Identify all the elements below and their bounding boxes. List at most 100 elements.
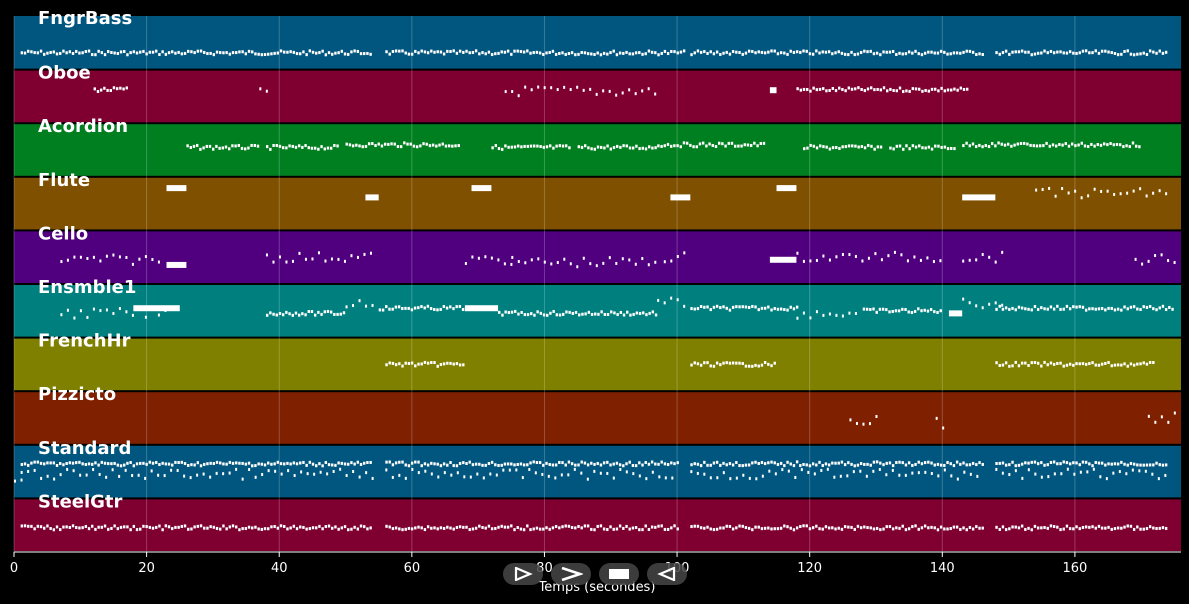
note <box>390 142 393 146</box>
note <box>222 462 225 466</box>
note <box>638 51 641 55</box>
note <box>183 462 187 466</box>
note <box>254 52 257 56</box>
note <box>701 141 705 145</box>
note <box>170 468 173 472</box>
note <box>1094 307 1097 311</box>
note <box>1106 143 1109 147</box>
note <box>417 51 420 55</box>
note <box>728 361 732 365</box>
note <box>112 311 115 315</box>
note <box>756 144 759 148</box>
note <box>789 462 792 466</box>
note <box>171 50 174 54</box>
x-tick-label: 140 <box>930 561 955 576</box>
note <box>247 525 251 529</box>
note <box>725 463 728 467</box>
note <box>556 261 559 265</box>
note <box>995 307 998 311</box>
note <box>272 143 275 147</box>
note <box>657 53 660 57</box>
note <box>573 467 576 471</box>
note <box>1040 51 1043 55</box>
note <box>371 142 374 146</box>
note <box>1158 306 1161 310</box>
note <box>414 364 417 368</box>
note <box>998 304 1001 308</box>
note <box>757 50 760 54</box>
note <box>414 460 417 464</box>
note <box>879 53 882 57</box>
note <box>574 53 577 57</box>
note <box>410 461 414 465</box>
note-block <box>769 256 797 263</box>
note <box>456 471 459 475</box>
note <box>407 464 411 468</box>
note <box>523 313 527 317</box>
note <box>606 460 609 464</box>
note <box>1058 143 1061 147</box>
note <box>760 306 764 310</box>
note-marks <box>14 49 1176 532</box>
note <box>699 304 703 308</box>
note <box>913 255 916 259</box>
note <box>110 462 113 466</box>
note <box>654 525 657 529</box>
note <box>1100 526 1104 530</box>
note <box>1004 463 1008 467</box>
fast-forward-button[interactable] <box>551 563 591 585</box>
note <box>300 470 303 474</box>
note <box>72 469 75 473</box>
note <box>1075 51 1078 55</box>
note <box>299 525 302 529</box>
note <box>815 49 818 53</box>
note <box>504 310 507 314</box>
note <box>494 527 497 531</box>
track-lane-Acordion <box>14 124 1181 176</box>
rewind-button[interactable] <box>647 563 687 585</box>
note <box>436 462 439 466</box>
note <box>86 315 89 319</box>
note <box>171 527 174 531</box>
play-button[interactable] <box>503 563 543 585</box>
note <box>789 305 792 309</box>
note <box>567 524 571 528</box>
note <box>956 88 959 92</box>
note <box>689 143 692 147</box>
note <box>481 51 484 55</box>
note <box>965 528 968 532</box>
note <box>742 473 745 477</box>
stop-button[interactable] <box>599 563 639 585</box>
note <box>215 460 219 464</box>
note <box>1155 527 1158 531</box>
note <box>606 144 609 148</box>
note <box>590 461 593 465</box>
note <box>224 145 228 149</box>
note <box>192 144 196 148</box>
note <box>430 361 433 365</box>
note <box>123 525 126 529</box>
note <box>657 298 660 302</box>
note <box>167 51 171 55</box>
note <box>520 310 523 314</box>
note <box>699 526 703 530</box>
note <box>892 147 895 151</box>
note <box>396 145 400 149</box>
note <box>1004 528 1008 532</box>
note <box>565 310 568 314</box>
note <box>811 526 815 530</box>
note <box>722 361 725 365</box>
note <box>404 527 407 531</box>
note <box>703 50 706 54</box>
note <box>334 525 337 529</box>
note <box>307 146 310 150</box>
note <box>125 310 128 314</box>
note <box>1136 307 1139 311</box>
note <box>613 311 616 315</box>
note <box>517 260 520 264</box>
note <box>227 147 231 151</box>
note <box>937 144 940 148</box>
note <box>828 258 831 262</box>
note <box>741 524 744 528</box>
note <box>1049 524 1053 528</box>
